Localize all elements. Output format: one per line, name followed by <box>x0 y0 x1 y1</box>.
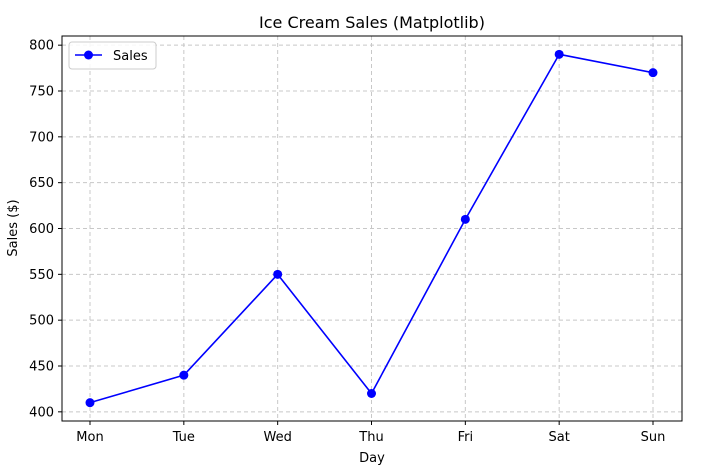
x-axis-label: Day <box>359 451 385 466</box>
chart-title: Ice Cream Sales (Matplotlib) <box>259 13 485 32</box>
x-tick-label: Fri <box>458 430 474 445</box>
x-tick-label: Sun <box>641 430 666 445</box>
y-tick-label: 450 <box>29 360 54 375</box>
data-point-mon <box>85 398 95 408</box>
axis-ticks: Mon Tue Wed Thu Fri Sat Sun 400 450 500 550 600 650 7… <box>29 39 665 445</box>
legend-marker <box>84 50 93 60</box>
y-tick-label: 700 <box>29 130 54 145</box>
x-tick-label: Wed <box>263 430 291 445</box>
data-point-sun <box>648 68 658 78</box>
legend-label-sales: Sales <box>113 49 148 64</box>
legend: Sales <box>68 41 157 70</box>
data-point-thu <box>367 389 376 398</box>
data-point-tue <box>179 370 189 380</box>
y-tick-label: 600 <box>29 222 54 237</box>
legend-box <box>68 41 157 70</box>
x-tick-label: Mon <box>76 430 103 445</box>
x-tick-label: Tue <box>172 430 195 445</box>
x-tick-label: Thu <box>358 430 383 445</box>
y-tick-label: 650 <box>29 176 54 191</box>
data-point-sat <box>554 49 564 59</box>
y-axis-label: Sales ($) <box>6 199 21 256</box>
data-point-wed <box>273 269 283 279</box>
x-tick-label: Sat <box>549 430 570 445</box>
y-tick-label: 500 <box>29 314 54 329</box>
data-point-fri <box>460 214 470 224</box>
y-tick-label: 750 <box>29 85 54 100</box>
grid-lines <box>62 36 682 421</box>
y-tick-label: 800 <box>29 39 54 54</box>
series-layer <box>85 49 658 408</box>
y-tick-label: 550 <box>29 268 54 283</box>
y-tick-label: 400 <box>29 405 54 420</box>
